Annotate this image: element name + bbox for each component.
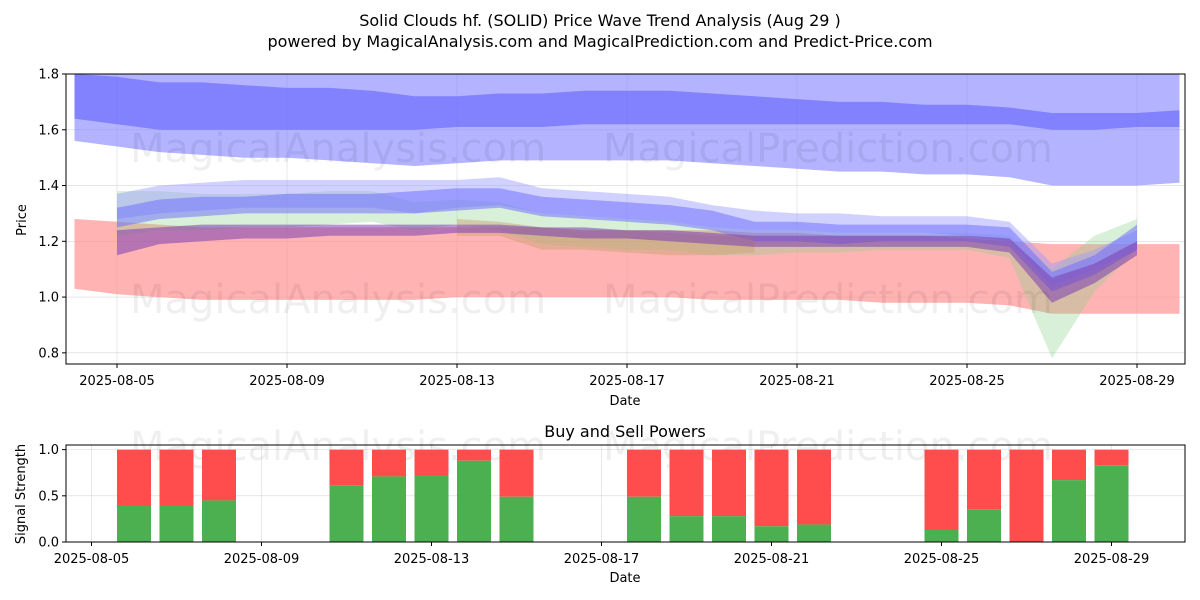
signal-y-axis-label: Signal Strength xyxy=(14,444,29,544)
signal-x-tick-label: 2025-08-25 xyxy=(904,552,980,567)
sell-bar xyxy=(924,449,959,530)
buy-bar xyxy=(117,505,151,542)
buy-bar xyxy=(627,496,661,542)
price-x-tick-label: 2025-08-29 xyxy=(1099,374,1175,389)
price-y-tick-label: 1.4 xyxy=(38,179,59,194)
signal-panel: Buy and Sell Powers MagicalAnalysis.com … xyxy=(14,422,1186,586)
buy-bar xyxy=(372,476,406,542)
buy-bar xyxy=(924,529,959,542)
sell-bar xyxy=(627,449,661,497)
signal-x-tick-label: 2025-08-13 xyxy=(394,552,470,567)
price-x-tick-label: 2025-08-09 xyxy=(249,374,325,389)
watermark-prediction-top-2: MagicalPrediction.com xyxy=(603,277,1053,323)
signal-x-tick-label: 2025-08-05 xyxy=(54,552,130,567)
price-y-tick-label: 1.0 xyxy=(38,291,59,306)
sell-bar xyxy=(669,449,704,517)
buy-bar xyxy=(159,505,194,542)
signal-x-ticks: 2025-08-05 2025-08-09 2025-08-13 2025-08-17… xyxy=(54,542,1150,567)
signal-x-tick-label: 2025-08-09 xyxy=(224,552,300,567)
price-x-tick-label: 2025-08-21 xyxy=(759,374,835,389)
buy-bar xyxy=(967,509,1001,542)
buy-bar xyxy=(457,460,491,542)
buy-bar xyxy=(797,524,831,542)
price-band-8 xyxy=(117,224,1137,303)
price-bands xyxy=(74,74,1180,359)
price-plot-frame xyxy=(65,73,1186,365)
buy-bar xyxy=(712,516,746,542)
buy-bar xyxy=(499,496,534,542)
signal-plot-frame xyxy=(65,444,1186,543)
buy-bar xyxy=(329,485,364,542)
signal-x-tick-label: 2025-08-17 xyxy=(564,552,640,567)
signal-x-tick-label: 2025-08-29 xyxy=(1074,552,1150,567)
chart-title: Solid Clouds hf. (SOLID) Price Wave Tren… xyxy=(359,11,841,30)
price-band-2 xyxy=(74,74,1180,130)
sell-bar xyxy=(117,449,151,506)
signal-y-ticks: 0.0 0.5 1.0 xyxy=(38,443,66,551)
buy-bar xyxy=(202,500,236,542)
sell-bar xyxy=(414,449,449,476)
price-panel: MagicalAnalysis.com MagicalPrediction.co… xyxy=(15,68,1186,409)
sell-bar xyxy=(457,449,491,461)
price-y-tick-label: 1.8 xyxy=(38,68,59,83)
price-y-tick-label: 0.8 xyxy=(38,346,59,361)
buy-bar xyxy=(414,475,449,542)
price-y-tick-label: 1.2 xyxy=(38,235,59,250)
sell-bar xyxy=(754,449,789,527)
buy-bar xyxy=(1094,465,1129,542)
signal-panel-title: Buy and Sell Powers xyxy=(544,422,706,441)
price-x-tick-label: 2025-08-25 xyxy=(929,374,1005,389)
signal-x-tick-label: 2025-08-21 xyxy=(734,552,810,567)
sell-bar xyxy=(797,449,831,525)
price-y-tick-label: 1.6 xyxy=(38,123,59,138)
price-x-axis-label: Date xyxy=(609,394,640,409)
sell-bar xyxy=(159,449,194,506)
buy-bar xyxy=(669,516,704,542)
watermark-analysis-top-2: MagicalAnalysis.com xyxy=(130,277,546,323)
sell-bar xyxy=(1094,449,1129,466)
price-x-ticks: 2025-08-05 2025-08-09 2025-08-13 2025-08-17… xyxy=(79,364,1175,389)
sell-bar xyxy=(372,449,406,477)
signal-y-tick-label: 0.5 xyxy=(38,489,59,504)
chart-subtitle: powered by MagicalAnalysis.com and Magic… xyxy=(267,32,932,51)
price-x-tick-label: 2025-08-13 xyxy=(419,374,495,389)
watermark-prediction-top-1: MagicalPrediction.com xyxy=(603,126,1053,172)
sell-bar xyxy=(202,449,236,501)
sell-bar xyxy=(967,449,1001,510)
sell-bar xyxy=(499,449,534,497)
price-x-tick-label: 2025-08-05 xyxy=(79,374,155,389)
sell-bar xyxy=(329,449,364,486)
signal-x-axis-label: Date xyxy=(609,571,640,586)
signal-bars xyxy=(117,449,1129,542)
price-y-axis-label: Price xyxy=(15,204,30,236)
signal-y-tick-label: 0.0 xyxy=(38,536,59,551)
signal-y-tick-label: 1.0 xyxy=(38,443,59,458)
price-x-tick-label: 2025-08-17 xyxy=(589,374,665,389)
watermark-analysis-top-1: MagicalAnalysis.com xyxy=(130,126,546,172)
buy-bar xyxy=(754,526,789,542)
buy-bar xyxy=(1052,480,1086,542)
sell-bar xyxy=(712,449,746,517)
price-y-ticks: 0.8 1.0 1.2 1.4 1.6 1.8 xyxy=(38,68,66,361)
sell-bar xyxy=(1052,449,1086,481)
sell-bar xyxy=(1009,449,1044,542)
